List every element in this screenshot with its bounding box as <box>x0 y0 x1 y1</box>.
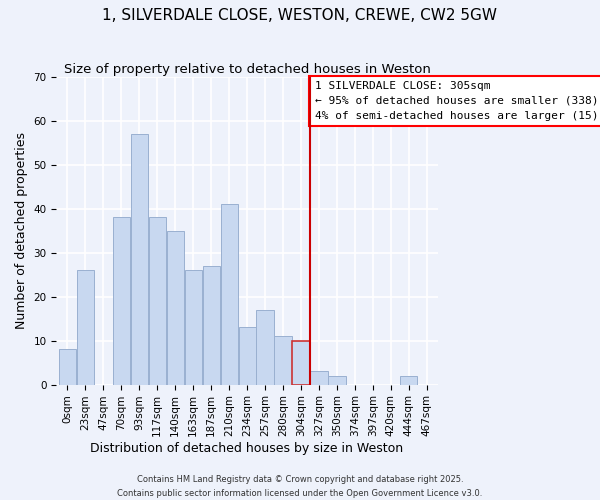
Text: 1 SILVERDALE CLOSE: 305sqm
← 95% of detached houses are smaller (338)
4% of semi: 1 SILVERDALE CLOSE: 305sqm ← 95% of deta… <box>315 81 600 120</box>
Y-axis label: Number of detached properties: Number of detached properties <box>15 132 28 329</box>
Bar <box>113 218 130 384</box>
Bar <box>239 328 256 384</box>
Bar <box>59 350 76 384</box>
Title: Size of property relative to detached houses in Weston: Size of property relative to detached ho… <box>64 62 430 76</box>
Bar <box>292 340 310 384</box>
Bar <box>221 204 238 384</box>
Bar <box>400 376 418 384</box>
Bar <box>149 218 166 384</box>
Bar <box>185 270 202 384</box>
Bar <box>167 230 184 384</box>
Bar <box>274 336 292 384</box>
Text: 1, SILVERDALE CLOSE, WESTON, CREWE, CW2 5GW: 1, SILVERDALE CLOSE, WESTON, CREWE, CW2 … <box>103 8 497 22</box>
Bar <box>203 266 220 384</box>
Bar <box>131 134 148 384</box>
Bar <box>77 270 94 384</box>
Bar <box>328 376 346 384</box>
Text: Contains HM Land Registry data © Crown copyright and database right 2025.
Contai: Contains HM Land Registry data © Crown c… <box>118 476 482 498</box>
X-axis label: Distribution of detached houses by size in Weston: Distribution of detached houses by size … <box>91 442 404 455</box>
Bar <box>310 372 328 384</box>
Bar <box>256 310 274 384</box>
